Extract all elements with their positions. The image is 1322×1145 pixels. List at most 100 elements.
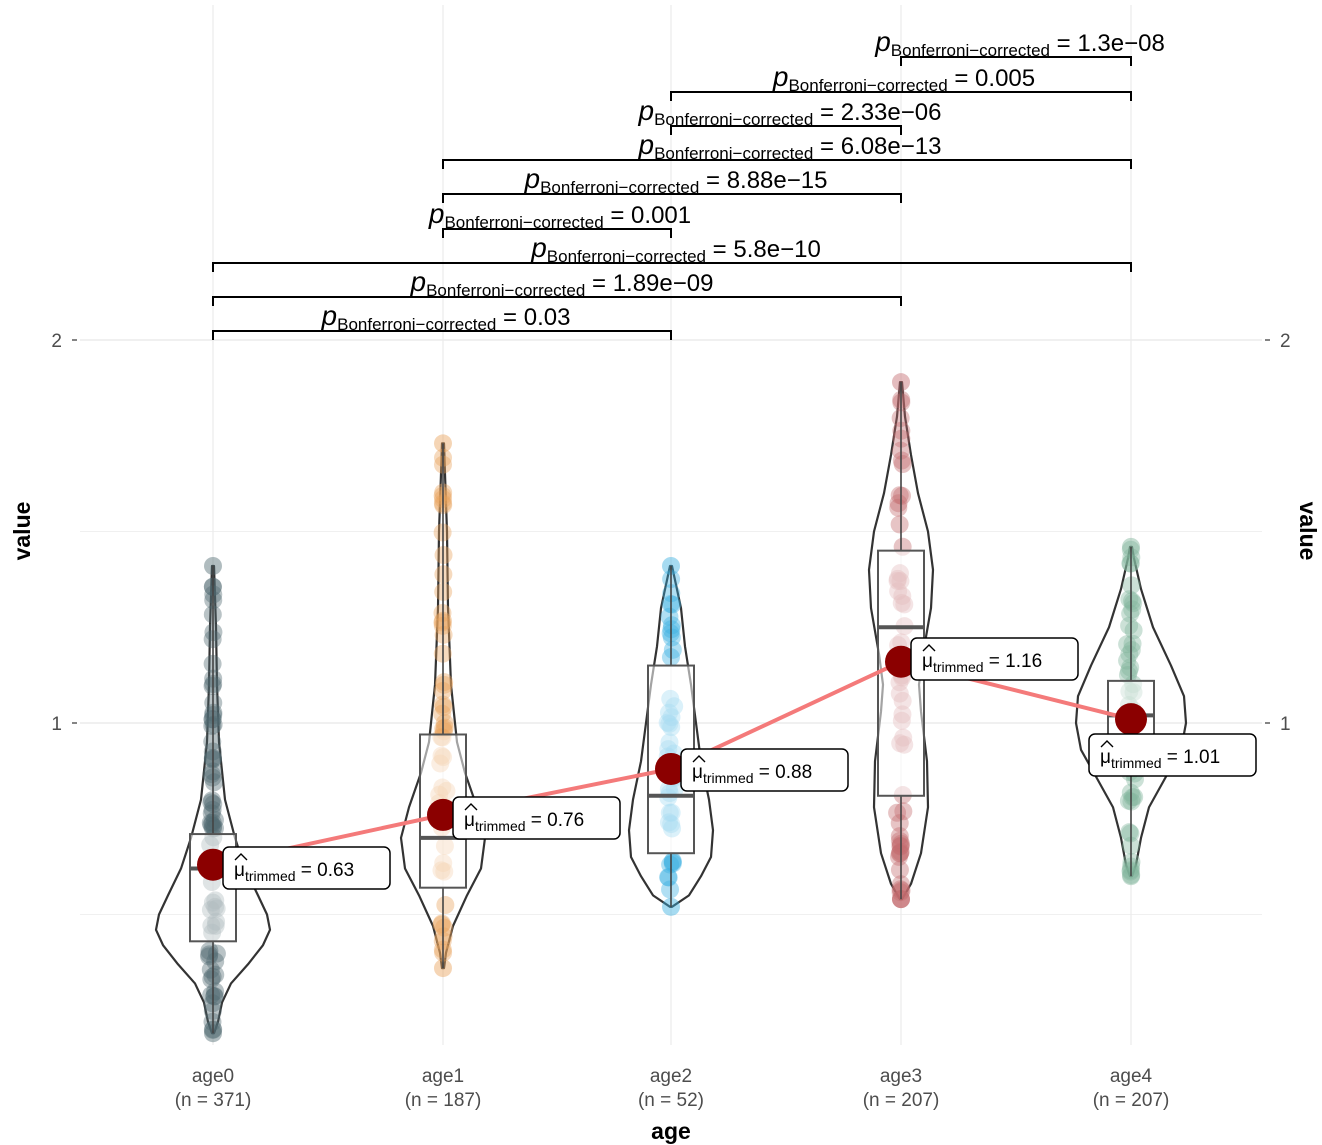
pairwise-bracket-age2-age4: pBonferroni−corrected = 0.005 — [670, 61, 1132, 101]
data-point-age1 — [433, 704, 452, 723]
data-point-age0 — [205, 987, 224, 1006]
data-point-age2 — [662, 628, 681, 647]
bracket-line — [212, 330, 672, 340]
x-count-label-age0: (n = 371) — [175, 1090, 252, 1111]
data-point-age1 — [435, 714, 454, 733]
data-point-age0 — [206, 982, 225, 1001]
data-point-age1 — [432, 914, 451, 933]
p-symbol: p — [874, 26, 891, 57]
bracket-line — [212, 296, 902, 306]
data-point-age2 — [660, 607, 679, 626]
data-point-age4 — [1121, 658, 1140, 677]
pairwise-bracket-age2-age3: pBonferroni−corrected = 2.33e−06 — [638, 95, 941, 135]
mean-subscript: trimmed — [245, 868, 296, 884]
p-value-label: pBonferroni−corrected = 1.89e−09 — [410, 266, 714, 300]
data-point-age1 — [435, 673, 454, 692]
data-point-age3 — [889, 494, 908, 513]
p-symbol: p — [638, 95, 655, 126]
y-tick-label-left: 1 — [51, 714, 62, 735]
data-point-age4 — [1118, 665, 1137, 684]
p-subscript: Bonferroni−corrected — [426, 281, 585, 300]
equals-sign: = — [1162, 747, 1184, 768]
x-tick-label-age0: age0 — [192, 1066, 234, 1087]
data-point-age2 — [661, 880, 680, 899]
data-point-age3 — [889, 847, 908, 866]
hat-symbol — [922, 644, 936, 652]
data-point-age2 — [663, 852, 682, 871]
data-point-age3 — [890, 831, 909, 850]
data-point-age0 — [202, 986, 221, 1005]
equals-sign: = — [604, 202, 631, 229]
trimmed-mean-label-age2: μtrimmed = 0.88 — [680, 748, 849, 792]
p-value: 6.08e−13 — [841, 133, 942, 160]
label-box — [680, 748, 849, 792]
label-box — [910, 637, 1079, 681]
mean-subscript: trimmed — [475, 818, 526, 834]
x-tick-label-age3: age3 — [880, 1066, 922, 1087]
data-point-age3 — [893, 455, 912, 474]
data-point-age4 — [1120, 590, 1139, 609]
data-point-age4 — [1123, 634, 1142, 653]
data-point-age0 — [202, 815, 221, 834]
data-point-age1 — [435, 718, 454, 737]
equals-sign: = — [813, 99, 840, 126]
y-tick-label-right: 1 — [1280, 714, 1291, 735]
y-axis-title-right: value — [1295, 502, 1321, 561]
data-point-age4 — [1121, 604, 1140, 623]
mu-symbol: μ — [464, 810, 475, 831]
data-point-age2 — [663, 640, 682, 659]
trimmed-mean-point-age0 — [197, 848, 229, 881]
mu-symbol: μ — [1100, 747, 1111, 768]
x-tick-label-age1: age1 — [422, 1066, 464, 1087]
trimmed-mean-text: μtrimmed = 1.01 — [1100, 747, 1220, 771]
p-symbol: p — [428, 198, 445, 229]
equals-sign: = — [526, 810, 548, 831]
data-point-age0 — [205, 811, 224, 830]
data-point-age4 — [1120, 823, 1139, 842]
p-subscript: Bonferroni−corrected — [540, 178, 699, 197]
p-symbol: p — [410, 266, 427, 297]
equals-sign: = — [585, 270, 612, 297]
mean-subscript: trimmed — [933, 659, 984, 675]
data-point-age4 — [1120, 616, 1139, 635]
data-point-age0 — [206, 952, 225, 971]
equals-sign: = — [296, 860, 318, 881]
label-box — [222, 846, 391, 890]
p-subscript: Bonferroni−corrected — [891, 41, 1050, 60]
p-subscript: Bonferroni−corrected — [337, 315, 496, 334]
p-value-label: pBonferroni−corrected = 8.88e−15 — [524, 163, 828, 197]
trimmed-mean-point-age4 — [1115, 703, 1147, 736]
bracket-line — [212, 262, 1132, 272]
p-subscript: Bonferroni−corrected — [654, 144, 813, 163]
p-value-label: pBonferroni−corrected = 6.08e−13 — [638, 129, 942, 163]
equals-sign: = — [496, 304, 523, 331]
label-box — [452, 796, 621, 840]
p-subscript: Bonferroni−corrected — [444, 213, 603, 232]
trimmed-mean-label-age1: μtrimmed = 0.76 — [452, 796, 621, 840]
data-point-age4 — [1123, 788, 1142, 807]
p-value: 8.88e−15 — [727, 167, 828, 194]
data-point-age4 — [1120, 645, 1139, 664]
trimmed-mean-value: 0.63 — [317, 860, 354, 881]
bracket-line — [442, 159, 1132, 169]
data-point-age0 — [202, 765, 221, 784]
y-tick-label-right: 2 — [1280, 331, 1291, 352]
data-point-age4 — [1124, 594, 1143, 613]
data-point-age0 — [205, 773, 224, 792]
trimmed-mean-text: μtrimmed = 0.88 — [692, 762, 812, 786]
data-point-age2 — [661, 855, 680, 874]
data-point-age4 — [1125, 787, 1144, 806]
p-value: 0.005 — [975, 65, 1035, 92]
equals-sign: = — [754, 762, 776, 783]
data-point-age3 — [890, 844, 909, 863]
data-point-age1 — [434, 675, 453, 694]
mean-points-layer — [197, 645, 1147, 881]
data-point-age0 — [205, 987, 224, 1006]
p-value: 1.89e−09 — [613, 270, 714, 297]
trimmed-mean-value: 1.01 — [1183, 747, 1220, 768]
data-point-age4 — [1119, 791, 1138, 810]
p-symbol: p — [772, 61, 789, 92]
x-count-label-age3: (n = 207) — [863, 1090, 940, 1111]
